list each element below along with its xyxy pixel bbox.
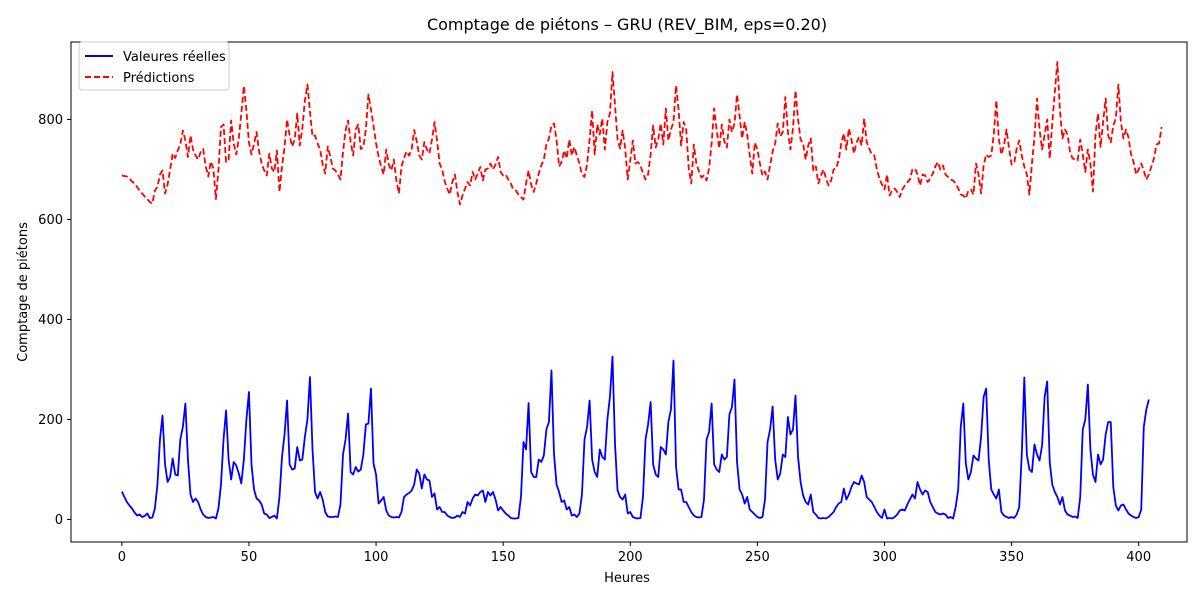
x-tick-label: 100 — [364, 550, 389, 565]
x-tick-label: 0 — [118, 550, 126, 565]
x-tick-label: 400 — [1126, 550, 1151, 565]
series-layer — [121, 61, 1163, 520]
legend: Valeures réelles Prédictions — [78, 41, 230, 91]
x-tick-label: 300 — [872, 550, 897, 565]
y-tick-label: 600 — [38, 213, 63, 228]
y-tick-label: 0 — [55, 513, 63, 528]
plot-frame — [70, 41, 1188, 543]
chart-title: Comptage de piétons – GRU (REV_BIM, eps=… — [427, 15, 827, 35]
x-tick-label: 250 — [745, 550, 770, 565]
series-line-actual — [121, 355, 1150, 520]
series-line-predictions — [121, 61, 1163, 206]
y-tick-label: 200 — [38, 413, 63, 428]
x-axis-label: Heures — [604, 571, 650, 586]
y-axis-label: Comptage de piétons — [16, 222, 31, 362]
y-axis: 0 200 400 600 800 — [38, 113, 71, 528]
x-tick-label: 50 — [241, 550, 258, 565]
x-tick-label: 150 — [491, 550, 516, 565]
legend-label-actual: Valeures réelles — [123, 50, 226, 65]
x-axis: 0 50 100 150 200 250 300 350 400 — [118, 542, 1151, 565]
plot-area — [70, 41, 1188, 543]
legend-label-predictions: Prédictions — [123, 71, 195, 86]
x-tick-label: 350 — [999, 550, 1024, 565]
legend-box — [78, 41, 230, 91]
y-tick-label: 800 — [38, 113, 63, 128]
x-tick-label: 200 — [618, 550, 643, 565]
y-tick-label: 400 — [38, 313, 63, 328]
